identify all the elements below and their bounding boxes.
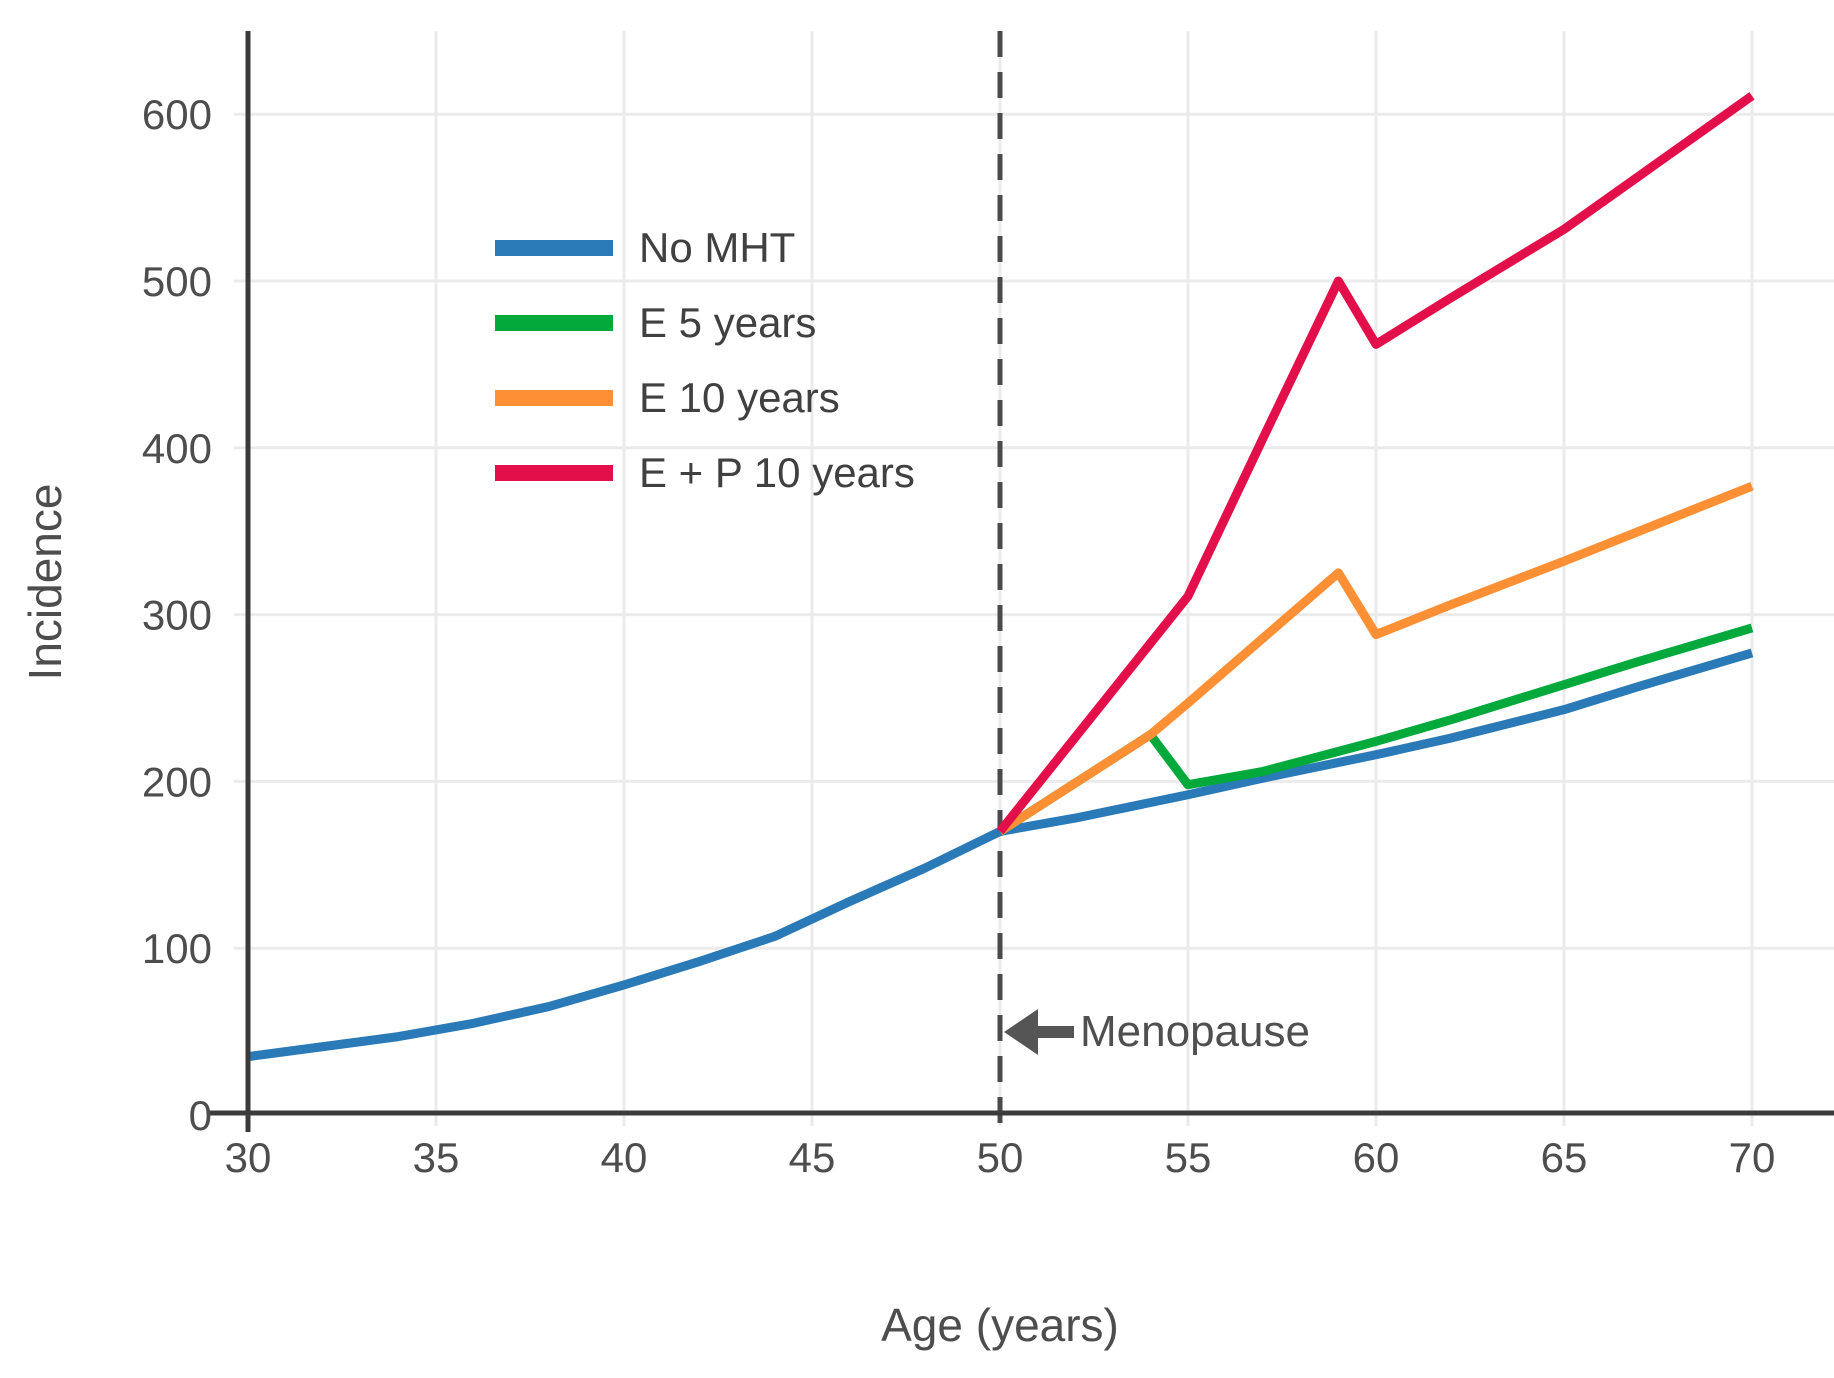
series-line-e-p-10-years (996, 92, 1755, 835)
y-axis-title: Incidence (19, 483, 71, 681)
y-tick-label: 200 (142, 758, 212, 805)
x-tick-label: 55 (1165, 1134, 1212, 1181)
y-tick-label: 400 (142, 425, 212, 472)
legend-item-no-mht: No MHT (495, 210, 915, 285)
legend-swatch (495, 389, 613, 406)
y-tick-label: 100 (142, 925, 212, 972)
legend-swatch (495, 464, 613, 481)
legend-swatch (495, 314, 613, 331)
menopause-annotation: Menopause (1004, 1007, 1310, 1056)
series-line-no-mht (247, 648, 1754, 1062)
legend-label: E + P 10 years (639, 448, 915, 496)
series-line-e-10-years (997, 481, 1754, 836)
legend-label: No MHT (639, 223, 796, 271)
legend-swatch (495, 239, 613, 256)
x-tick-label: 40 (601, 1134, 648, 1181)
y-tick-label: 300 (142, 592, 212, 639)
y-tick-label: 500 (142, 258, 212, 305)
legend-item-e-5-years: E 5 years (495, 285, 915, 360)
x-tick-label: 70 (1729, 1134, 1776, 1181)
menopause-label: Menopause (1080, 1007, 1310, 1056)
left-arrow-icon (1004, 1009, 1074, 1055)
x-tick-label: 65 (1541, 1134, 1588, 1181)
x-tick-label: 45 (789, 1134, 836, 1181)
x-axis-title: Age (years) (881, 1299, 1119, 1351)
legend: No MHT E 5 years E 10 years E + P 10 years (495, 210, 915, 510)
x-tick-label: 60 (1353, 1134, 1400, 1181)
x-tick-label: 30 (225, 1134, 272, 1181)
x-tick-label: 35 (413, 1134, 460, 1181)
legend-item-e-10-years: E 10 years (495, 360, 915, 435)
legend-label: E 5 years (639, 298, 817, 346)
legend-label: E 10 years (639, 373, 840, 421)
legend-item-e-p-10-years: E + P 10 years (495, 435, 915, 510)
y-tick-label: 0 (189, 1092, 212, 1139)
x-tick-label: 50 (977, 1134, 1024, 1181)
y-tick-label: 600 (142, 91, 212, 138)
